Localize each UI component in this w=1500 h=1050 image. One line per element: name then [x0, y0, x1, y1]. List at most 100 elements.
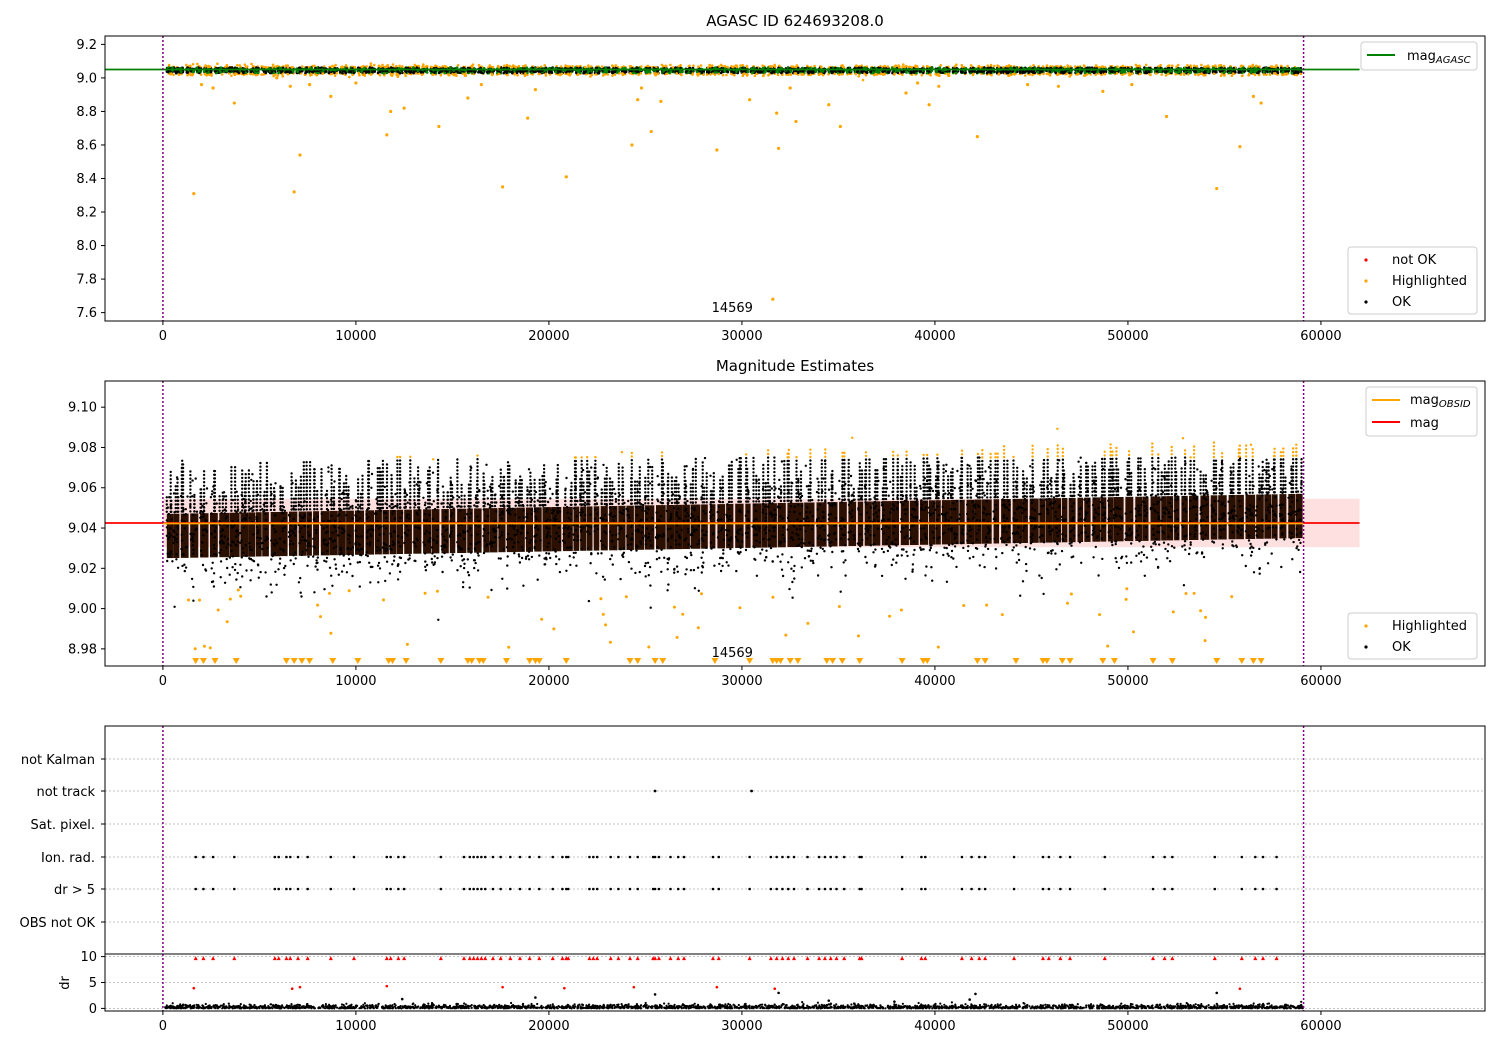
agasc-ok-point — [745, 65, 749, 69]
agasc-ok-point — [817, 73, 821, 76]
agasc-ok-point — [639, 72, 643, 75]
agasc-ok-point — [413, 63, 417, 67]
agasc-ok-point — [378, 70, 382, 73]
agasc-ok-point — [575, 71, 578, 75]
agasc-ok-point — [929, 73, 932, 77]
agasc-ok-point — [833, 72, 836, 76]
agasc-ok-point — [363, 74, 367, 77]
agasc-ok-point — [922, 71, 925, 75]
agasc-ok-point — [373, 63, 376, 67]
agasc-ok-point — [225, 64, 229, 68]
agasc-ok-point — [264, 71, 267, 74]
agasc-ok-point — [713, 71, 717, 74]
agasc-ok-point — [243, 63, 247, 66]
agasc-ok-point — [203, 70, 206, 73]
agasc-ok-point — [191, 70, 195, 74]
agasc-ok-point — [886, 65, 890, 68]
agasc-ok-point — [463, 74, 467, 77]
agasc-ok-point — [909, 70, 913, 74]
agasc-ok-point — [191, 63, 195, 66]
agasc-ok-point — [883, 72, 886, 76]
agasc-ok-point — [662, 70, 665, 73]
agasc-ok-point — [262, 65, 265, 69]
agasc-ok-point — [348, 70, 351, 74]
agasc-ok-point — [284, 64, 288, 67]
agasc-ok-point — [496, 64, 500, 68]
agasc-ok-point — [272, 74, 275, 78]
agasc-ok-point — [665, 72, 668, 76]
agasc-ok-point — [714, 66, 717, 69]
agasc-ok-point — [614, 64, 618, 67]
agasc-ok-point — [725, 73, 728, 77]
agasc-ok-point — [439, 70, 442, 74]
agasc-ok-point — [579, 71, 582, 75]
agasc-ok-point — [611, 74, 614, 77]
agasc-ok-point — [251, 65, 255, 68]
agasc-ok-point — [763, 70, 766, 74]
agasc-ok-point — [802, 73, 805, 76]
agasc-ok-point — [272, 71, 276, 74]
agasc-ok-point — [260, 73, 264, 76]
agasc-ok-point — [733, 73, 736, 77]
agasc-ok-point — [629, 72, 632, 75]
agasc-ok-point — [321, 72, 325, 75]
agasc-ok-point — [327, 71, 331, 75]
agasc-ok-point — [713, 73, 717, 76]
agasc-ok-point — [983, 66, 986, 69]
agasc-ok-point — [910, 65, 913, 69]
agasc-ok-point — [510, 70, 514, 74]
agasc-ok-point — [228, 69, 231, 73]
agasc-ok-point — [334, 63, 337, 67]
agasc-ok-point — [548, 71, 551, 74]
agasc-ok-point — [291, 70, 295, 74]
agasc-ok-point — [430, 65, 434, 69]
agasc-ok-point — [997, 72, 1001, 75]
agasc-ok-point — [964, 71, 967, 75]
agasc-ok-point — [516, 74, 519, 77]
agasc-ok-point — [398, 64, 401, 68]
agasc-ok-point — [746, 70, 750, 74]
agasc-ok-point — [915, 71, 918, 75]
agasc-ok-point — [671, 66, 675, 69]
agasc-ok-point — [204, 64, 207, 67]
agasc-ok-point — [348, 75, 351, 79]
agasc-ok-point — [807, 71, 810, 75]
agasc-ok-point — [583, 65, 587, 69]
agasc-ok-point — [902, 70, 905, 74]
agasc-ok-point — [244, 71, 248, 74]
agasc-ok-point — [525, 66, 529, 69]
agasc-ok-point — [473, 71, 477, 74]
agasc-ok-point — [935, 70, 938, 74]
agasc-ok-point — [451, 72, 455, 76]
agasc-ok-point — [961, 70, 964, 74]
agasc-ok-point — [300, 65, 304, 68]
agasc-ok-point — [792, 65, 795, 68]
agasc-ok-point — [560, 72, 564, 76]
agasc-ok-point — [234, 72, 237, 75]
agasc-ok-point — [621, 72, 625, 76]
agasc-ok-point — [395, 73, 398, 77]
agasc-ok-point — [707, 70, 711, 74]
agasc-ok-point — [543, 64, 546, 67]
agasc-ok-point — [204, 72, 207, 76]
agasc-ok-point — [640, 65, 643, 68]
agasc-ok-point — [611, 71, 615, 74]
agasc-ok-point — [290, 66, 294, 69]
agasc-ok-point — [697, 72, 701, 75]
agasc-ok-point — [277, 71, 281, 74]
agasc-ok-point — [675, 72, 678, 75]
agasc-ok-point — [794, 72, 797, 75]
agasc-ok-point — [191, 73, 194, 77]
agasc-ok-point — [864, 73, 868, 77]
agasc-ok-point — [185, 63, 188, 67]
agasc-ok-point — [939, 64, 943, 67]
agasc-ok-point — [216, 62, 219, 66]
agasc-ok-point — [439, 73, 443, 77]
agasc-ok-point — [196, 62, 199, 66]
agasc-ok-point — [353, 66, 357, 69]
agasc-ok-point — [734, 64, 738, 67]
agasc-ok-point — [443, 71, 447, 75]
agasc-ok-point — [920, 73, 924, 77]
agasc-ok-point — [608, 70, 611, 74]
